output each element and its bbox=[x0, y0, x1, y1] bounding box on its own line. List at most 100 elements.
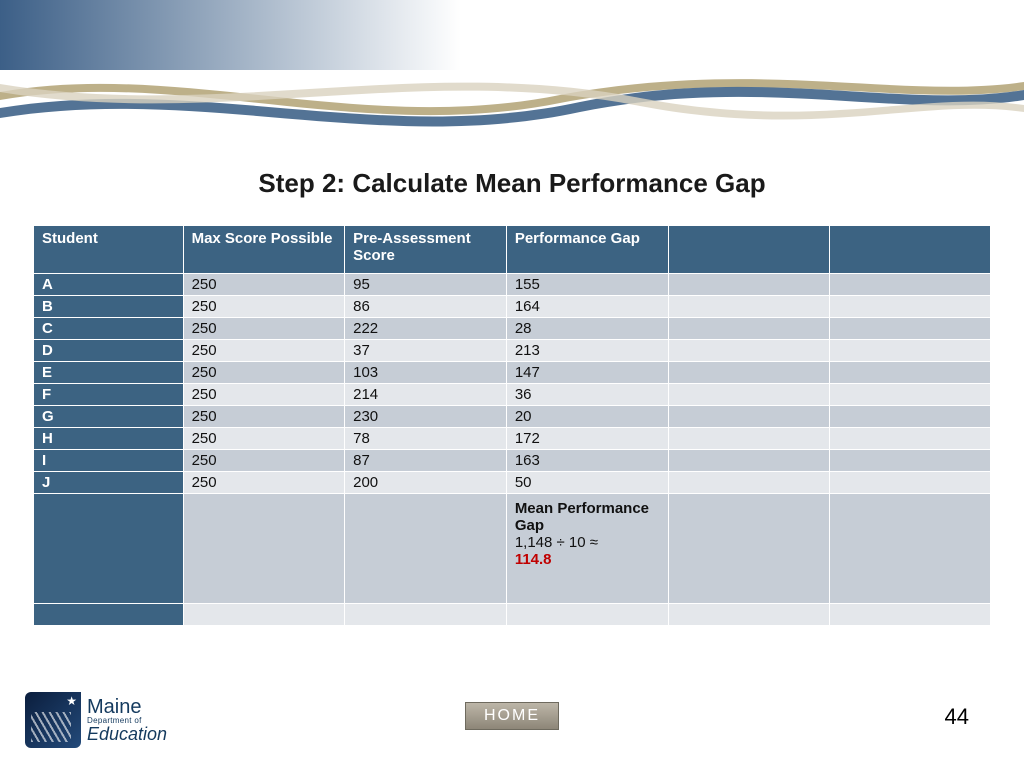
row-blank bbox=[829, 362, 990, 384]
footer-blank bbox=[668, 604, 829, 626]
row-pre: 87 bbox=[345, 450, 507, 472]
table-row: I25087163 bbox=[34, 450, 991, 472]
row-gap: 50 bbox=[506, 472, 668, 494]
table-row: G25023020 bbox=[34, 406, 991, 428]
header-wave-graphic bbox=[0, 0, 1024, 140]
table-row: J25020050 bbox=[34, 472, 991, 494]
row-blank bbox=[829, 428, 990, 450]
home-button[interactable]: HOME bbox=[465, 702, 559, 730]
table-row: F25021436 bbox=[34, 384, 991, 406]
performance-gap-table: Student Max Score Possible Pre-Assessmen… bbox=[33, 225, 991, 626]
table-header-row: Student Max Score Possible Pre-Assessmen… bbox=[34, 226, 991, 274]
footer-blank bbox=[506, 604, 668, 626]
row-max: 250 bbox=[183, 362, 345, 384]
row-max: 250 bbox=[183, 340, 345, 362]
row-blank bbox=[668, 428, 829, 450]
page-title: Step 2: Calculate Mean Performance Gap bbox=[0, 168, 1024, 199]
summary-blank bbox=[183, 494, 345, 604]
row-gap: 155 bbox=[506, 274, 668, 296]
table-row: C25022228 bbox=[34, 318, 991, 340]
row-blank bbox=[668, 406, 829, 428]
row-pre: 222 bbox=[345, 318, 507, 340]
row-blank bbox=[829, 318, 990, 340]
table-row: A25095155 bbox=[34, 274, 991, 296]
mean-calculation: 1,148 ÷ 10 ≈ bbox=[515, 534, 660, 551]
row-student: C bbox=[34, 318, 184, 340]
row-student: G bbox=[34, 406, 184, 428]
row-student: D bbox=[34, 340, 184, 362]
row-student: J bbox=[34, 472, 184, 494]
row-gap: 163 bbox=[506, 450, 668, 472]
table-row: H25078172 bbox=[34, 428, 991, 450]
table-row: E250103147 bbox=[34, 362, 991, 384]
summary-blank bbox=[345, 494, 507, 604]
logo-mark-icon bbox=[25, 692, 81, 748]
mean-value: 114.8 bbox=[515, 551, 660, 568]
row-pre: 37 bbox=[345, 340, 507, 362]
row-gap: 213 bbox=[506, 340, 668, 362]
logo-text: Maine Department of Education bbox=[87, 697, 167, 743]
row-gap: 28 bbox=[506, 318, 668, 340]
row-student: A bbox=[34, 274, 184, 296]
row-pre: 103 bbox=[345, 362, 507, 384]
col-preassess: Pre-Assessment Score bbox=[345, 226, 507, 274]
col-student: Student bbox=[34, 226, 184, 274]
row-student: H bbox=[34, 428, 184, 450]
row-pre: 230 bbox=[345, 406, 507, 428]
table-row: D25037213 bbox=[34, 340, 991, 362]
col-blank-2 bbox=[829, 226, 990, 274]
logo-line-1: Maine bbox=[87, 697, 167, 717]
row-gap: 20 bbox=[506, 406, 668, 428]
row-blank bbox=[668, 384, 829, 406]
row-gap: 164 bbox=[506, 296, 668, 318]
row-max: 250 bbox=[183, 472, 345, 494]
row-blank bbox=[668, 450, 829, 472]
page-number: 44 bbox=[945, 704, 969, 730]
table-row: B25086164 bbox=[34, 296, 991, 318]
row-blank bbox=[668, 472, 829, 494]
row-max: 250 bbox=[183, 318, 345, 340]
row-blank bbox=[829, 472, 990, 494]
row-blank bbox=[668, 274, 829, 296]
logo-line-3: Education bbox=[87, 725, 167, 743]
row-max: 250 bbox=[183, 406, 345, 428]
row-blank bbox=[829, 406, 990, 428]
col-perfgap: Performance Gap bbox=[506, 226, 668, 274]
row-max: 250 bbox=[183, 384, 345, 406]
summary-mean-cell: Mean Performance Gap1,148 ÷ 10 ≈114.8 bbox=[506, 494, 668, 604]
footer-row bbox=[34, 604, 991, 626]
row-pre: 200 bbox=[345, 472, 507, 494]
row-student: I bbox=[34, 450, 184, 472]
row-blank bbox=[829, 296, 990, 318]
summary-row: Mean Performance Gap1,148 ÷ 10 ≈114.8 bbox=[34, 494, 991, 604]
row-blank bbox=[829, 274, 990, 296]
row-pre: 86 bbox=[345, 296, 507, 318]
summary-blank bbox=[829, 494, 990, 604]
row-student: E bbox=[34, 362, 184, 384]
row-student: B bbox=[34, 296, 184, 318]
mean-title: Mean Performance Gap bbox=[515, 500, 660, 534]
row-pre: 95 bbox=[345, 274, 507, 296]
col-blank-1 bbox=[668, 226, 829, 274]
footer-blank bbox=[183, 604, 345, 626]
summary-blank bbox=[668, 494, 829, 604]
row-pre: 214 bbox=[345, 384, 507, 406]
row-blank bbox=[668, 318, 829, 340]
row-blank bbox=[668, 362, 829, 384]
row-blank bbox=[668, 296, 829, 318]
row-blank bbox=[668, 340, 829, 362]
row-max: 250 bbox=[183, 274, 345, 296]
footer-blank bbox=[34, 604, 184, 626]
row-student: F bbox=[34, 384, 184, 406]
summary-label-blank bbox=[34, 494, 184, 604]
row-gap: 172 bbox=[506, 428, 668, 450]
row-pre: 78 bbox=[345, 428, 507, 450]
row-max: 250 bbox=[183, 450, 345, 472]
maine-doe-logo: Maine Department of Education bbox=[25, 692, 167, 748]
row-gap: 147 bbox=[506, 362, 668, 384]
row-max: 250 bbox=[183, 428, 345, 450]
row-gap: 36 bbox=[506, 384, 668, 406]
row-blank bbox=[829, 384, 990, 406]
footer-blank bbox=[829, 604, 990, 626]
footer-blank bbox=[345, 604, 507, 626]
